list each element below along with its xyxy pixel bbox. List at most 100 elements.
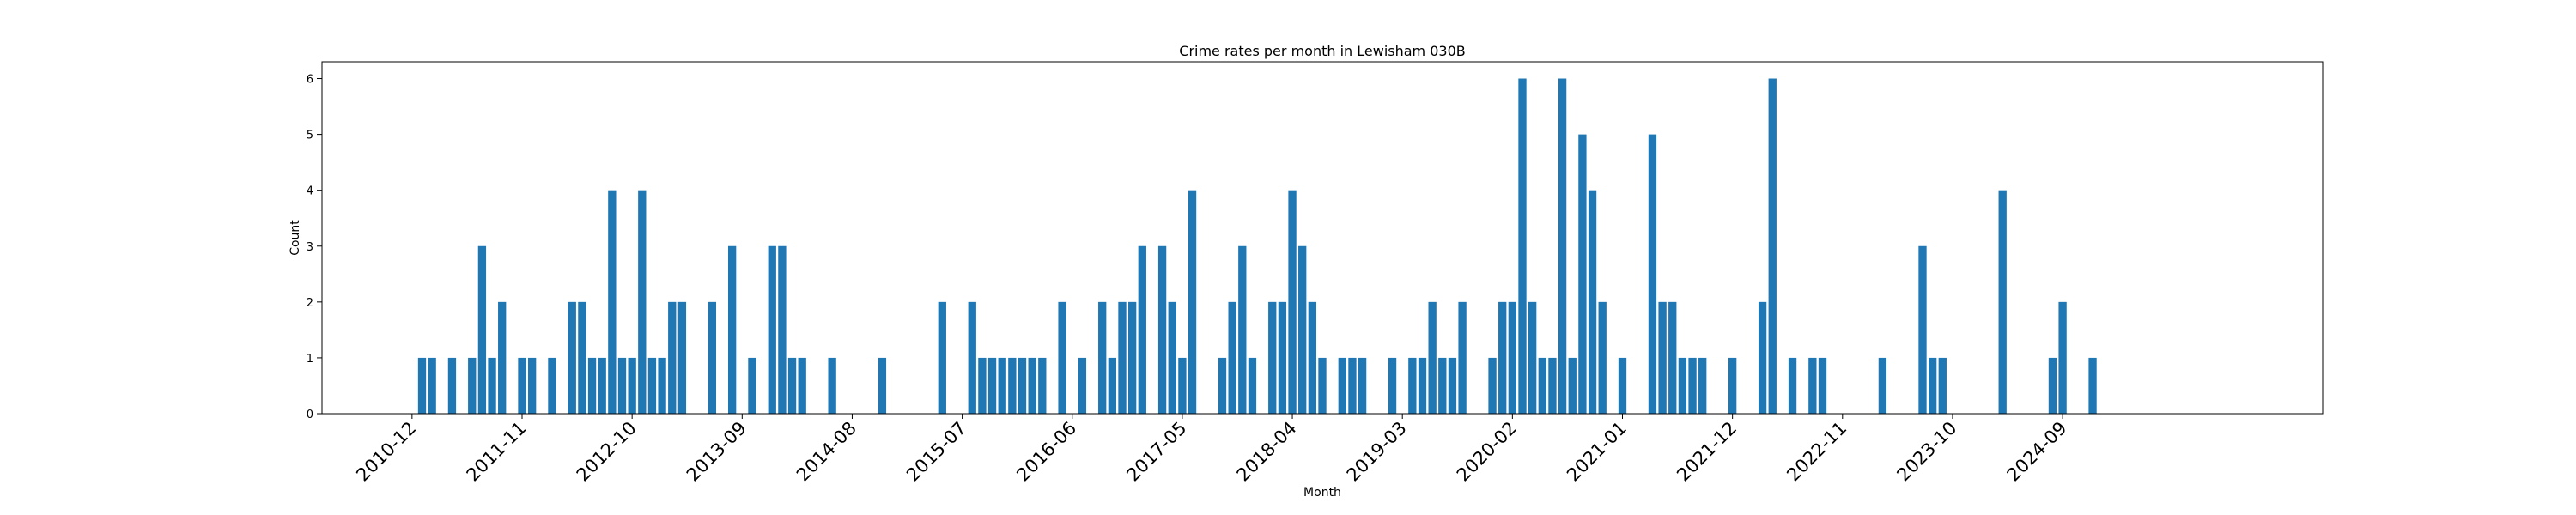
x-tick-label: 2018-04	[1233, 418, 1301, 486]
x-tick-label: 2016-06	[1012, 418, 1080, 486]
bar-2013-08	[727, 245, 737, 414]
bar-2019-12	[1488, 357, 1497, 414]
bar-2022-04	[1768, 78, 1777, 415]
y-tick-label: 3	[307, 241, 313, 254]
bar-2012-06	[587, 357, 597, 414]
bar-2017-04	[1168, 301, 1176, 414]
bar-2019-04	[1408, 357, 1417, 414]
bar-2019-08	[1448, 357, 1457, 414]
bar-2024-08	[2048, 357, 2057, 414]
bar-2021-04	[1648, 134, 1657, 414]
x-axis: 2010-12 2011-11 2012-10 2013-09 2014-08 2015-…	[352, 414, 2071, 486]
x-tick-label: 2021-01	[1563, 418, 1631, 486]
bar-2017-09	[1218, 357, 1227, 414]
bar-2011-08	[488, 357, 496, 414]
bar-2016-05	[1058, 301, 1066, 414]
x-tick-label: 2011-11	[463, 418, 531, 486]
bar-2015-10	[987, 357, 997, 414]
bar-2012-10	[628, 357, 636, 414]
bar-2016-02	[1028, 357, 1036, 414]
bar-2016-01	[1018, 357, 1027, 414]
bar-2023-08	[1928, 357, 1937, 414]
bar-2022-06	[1788, 357, 1797, 414]
x-tick-label: 2015-07	[902, 418, 970, 486]
bar-2021-05	[1658, 301, 1667, 414]
bar-2017-12	[1248, 357, 1257, 414]
bar-2018-10	[1348, 357, 1357, 414]
bar-2016-09	[1098, 301, 1107, 414]
bar-2020-06	[1548, 357, 1557, 414]
bar-2022-03	[1758, 301, 1767, 414]
x-tick-label: 2023-10	[1893, 418, 1960, 486]
chart-title: Crime rates per month in Lewisham 030B	[1179, 43, 1465, 59]
bar-2016-07	[1078, 357, 1087, 414]
bar-2024-03	[1998, 190, 2007, 414]
x-tick-label: 2020-02	[1453, 418, 1521, 486]
bar-2015-08	[968, 301, 976, 414]
bar-2017-05	[1178, 357, 1187, 414]
bar-2018-09	[1338, 357, 1346, 414]
x-tick-label: 2014-08	[793, 418, 860, 486]
bar-2017-06	[1188, 190, 1197, 414]
bar-2020-09	[1578, 134, 1587, 414]
bar-2012-09	[617, 357, 627, 414]
bar-2022-09	[1818, 357, 1827, 414]
y-tick-label: 1	[307, 353, 313, 366]
bar-2020-10	[1588, 190, 1597, 414]
bar-2018-04	[1288, 190, 1297, 414]
bar-2011-12	[527, 357, 537, 414]
x-tick-label: 2019-03	[1343, 418, 1411, 486]
bar-2021-07	[1678, 357, 1687, 414]
x-tick-label: 2012-10	[573, 418, 641, 486]
bar-2011-11	[518, 357, 526, 414]
bar-2015-12	[1008, 357, 1017, 414]
x-tick-label: 2022-11	[1783, 418, 1850, 486]
bar-2020-02	[1508, 301, 1517, 414]
bar-2017-10	[1228, 301, 1236, 414]
bar-2021-06	[1668, 301, 1677, 414]
bar-2014-01	[778, 245, 787, 414]
bar-2014-02	[787, 357, 797, 414]
bar-2013-01	[658, 357, 666, 414]
y-tick-label: 4	[307, 185, 313, 198]
x-tick-label: 2010-12	[352, 418, 420, 486]
bar-2012-07	[598, 357, 606, 414]
bar-2011-09	[498, 301, 507, 414]
bar-2012-02	[548, 357, 556, 414]
bar-2012-11	[638, 190, 647, 414]
plot-frame	[321, 61, 2324, 415]
bar-2011-04	[447, 357, 457, 414]
bar-2012-12	[647, 357, 657, 414]
x-tick-label: 2017-05	[1122, 418, 1190, 486]
bar-2013-02	[668, 301, 677, 414]
bar-2012-08	[608, 190, 617, 414]
bar-2014-11	[878, 357, 887, 414]
bar-2019-07	[1438, 357, 1447, 414]
bar-2021-08	[1688, 357, 1697, 414]
bar-2015-09	[978, 357, 987, 414]
bar-2017-01	[1138, 245, 1146, 414]
bar-2021-01	[1618, 357, 1627, 414]
bar-2017-03	[1157, 245, 1167, 414]
bar-2013-06	[708, 301, 717, 414]
bar-2021-12	[1728, 357, 1737, 414]
x-axis-label: Month	[1303, 486, 1341, 500]
bar-2018-03	[1278, 301, 1287, 414]
bar-2020-08	[1568, 357, 1577, 414]
x-tick-label: 2024-09	[2003, 418, 2071, 486]
y-tick-label: 2	[307, 297, 313, 310]
bar-2023-09	[1938, 357, 1947, 414]
bar-2016-03	[1038, 357, 1047, 414]
bar-2012-05	[578, 301, 586, 414]
bar-2013-03	[677, 301, 687, 414]
bar-2011-01	[417, 357, 427, 414]
y-axis-label: Count	[289, 220, 302, 256]
bar-2020-04	[1528, 301, 1537, 414]
y-tick-label: 0	[307, 409, 313, 421]
bar-2019-09	[1458, 301, 1467, 414]
bar-2018-02	[1268, 301, 1277, 414]
bar-2020-03	[1518, 78, 1527, 415]
bar-2018-06	[1308, 301, 1317, 414]
x-tick-label: 2021-12	[1673, 418, 1741, 486]
